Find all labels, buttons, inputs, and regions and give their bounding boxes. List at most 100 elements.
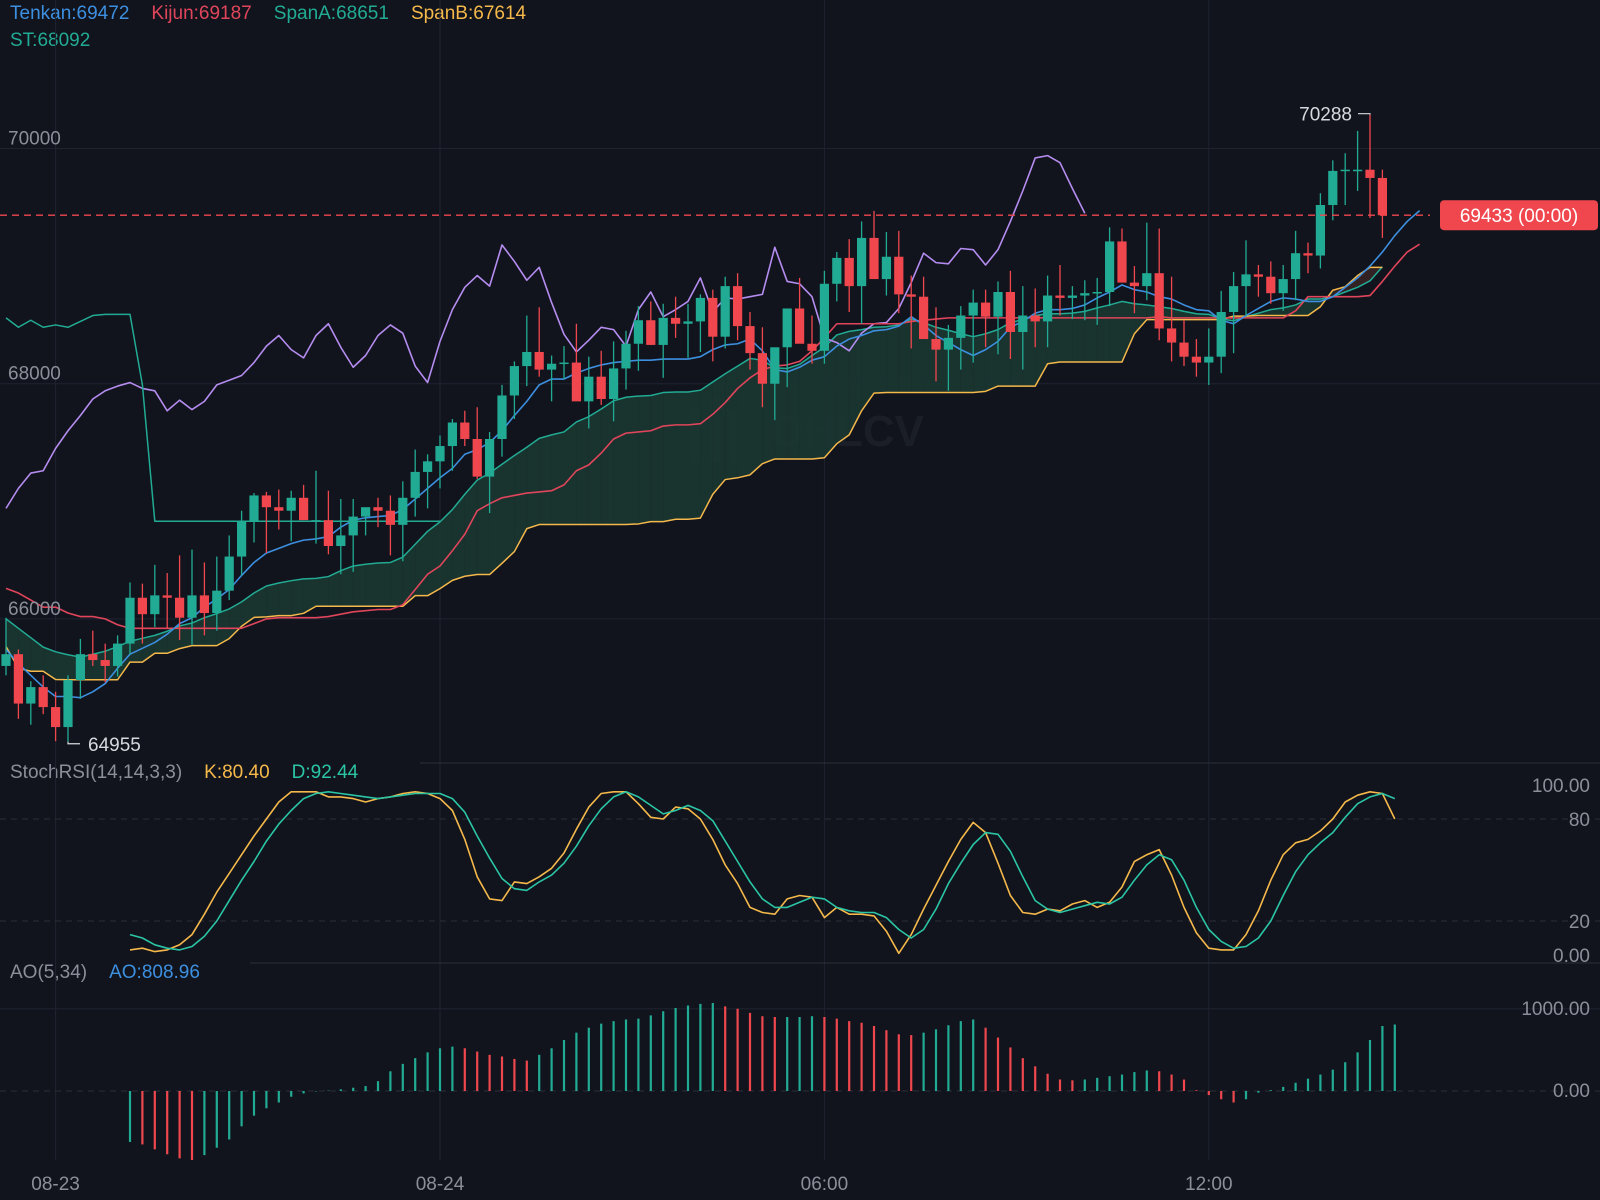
cloud-segment — [725, 366, 738, 480]
candle-body — [26, 687, 36, 704]
candle-body — [832, 257, 842, 284]
candle-body — [609, 368, 619, 400]
candle-body — [534, 351, 544, 370]
cloud-segment — [874, 326, 887, 394]
cloud-segment — [440, 509, 453, 589]
candle-body — [993, 292, 1003, 317]
cloud-segment — [477, 473, 490, 575]
candle-body — [1154, 273, 1164, 329]
candle-body — [435, 446, 445, 462]
candle-body — [1, 654, 11, 666]
cloud-segment — [675, 391, 688, 520]
cloud-segment — [1295, 299, 1308, 316]
candle-body — [150, 595, 160, 615]
axis-labels: 70000 68000 66000 08-23 08-24 06:00 12:00 100.0… — [8, 129, 1590, 1195]
stoch-k-value: K:80.40 — [204, 762, 270, 783]
cloud-segment — [365, 563, 378, 607]
candle-body — [261, 495, 271, 508]
cloud-segment — [1308, 299, 1321, 316]
cloud-segment — [973, 333, 986, 393]
candle-body — [100, 660, 110, 666]
candle-body — [943, 337, 953, 350]
cloud-segment — [663, 391, 676, 522]
candlestick-series — [1, 114, 1387, 742]
cloud-segment — [464, 480, 478, 577]
candle-body — [336, 535, 346, 546]
candle-body — [1253, 274, 1263, 277]
cloud-segment — [601, 400, 614, 525]
candle-body — [633, 320, 643, 344]
ao-value: AO:808.96 — [109, 962, 200, 983]
cloud-segment — [688, 390, 701, 520]
candle-body — [646, 320, 656, 345]
spanA-line — [5, 266, 1383, 658]
cloud-segment — [787, 364, 800, 459]
ao-title: AO(5,34) — [10, 962, 88, 983]
cloud-segment — [340, 565, 354, 607]
cloud-segment — [712, 373, 726, 495]
candle-body — [1315, 204, 1325, 256]
candle-body — [881, 256, 891, 280]
cloud-segment — [960, 333, 974, 393]
cloud-segment — [564, 421, 577, 525]
stoch-tick-label: 0.00 — [1553, 946, 1590, 967]
cloud-segment — [849, 329, 862, 435]
cloud-segment — [750, 358, 763, 475]
candle-body — [1129, 282, 1139, 287]
cloud-segment — [898, 319, 912, 393]
candle-body — [1117, 241, 1127, 283]
cloud-segment — [241, 593, 254, 627]
candle-body — [348, 516, 358, 536]
cloud-segment — [266, 583, 279, 617]
cloud-segment — [1122, 301, 1135, 362]
cloud-segment — [886, 324, 899, 393]
candle-body — [1266, 276, 1276, 294]
candle-body — [311, 520, 321, 522]
price-markers: 69433 (00:00) 70288 64955 — [0, 105, 1598, 756]
candle-body — [1328, 170, 1338, 205]
candle-body — [237, 521, 247, 557]
candle-body — [770, 347, 780, 384]
candle-body — [956, 315, 966, 338]
price-tick-label: 68000 — [8, 364, 61, 385]
cloud-segment — [626, 396, 639, 525]
candle-body — [795, 308, 805, 344]
st-legend: ST:68092 — [10, 30, 112, 52]
cloud-segment — [254, 585, 267, 618]
cloud-segment — [353, 564, 366, 607]
candle-body — [1067, 295, 1077, 298]
candle-body — [447, 422, 457, 447]
legend-st: ST:68092 — [10, 30, 91, 51]
cloud-segment — [774, 367, 788, 459]
cloud-segment — [328, 570, 341, 607]
stoch-d-value: D:92.44 — [291, 762, 359, 783]
candle-body — [410, 471, 420, 498]
cloud-segment — [415, 531, 428, 596]
last-price-tag — [1440, 200, 1598, 231]
legend-spanA: SpanA:68651 — [273, 3, 389, 24]
candle-body — [249, 495, 259, 522]
candle-body — [63, 680, 73, 728]
candle-body — [1278, 279, 1288, 294]
price-tick-label: 70000 — [8, 129, 61, 150]
cloud-segment — [836, 331, 850, 444]
low-marker-line — [67, 741, 80, 745]
cloud-segment — [737, 358, 750, 478]
candle-body — [1043, 295, 1053, 322]
last-price-label: 69433 (00:00) — [1460, 206, 1578, 227]
candle-body — [299, 497, 309, 521]
candle-body — [398, 497, 408, 525]
supertrend-line — [5, 313, 440, 523]
ao-pane — [0, 1003, 1600, 1161]
cloud-segment — [551, 431, 564, 525]
candle-body — [1105, 241, 1115, 293]
cloud-segment — [402, 544, 416, 607]
candle-body — [1179, 342, 1189, 357]
candle-body — [485, 438, 495, 477]
candle-body — [906, 294, 916, 297]
candle-body — [1353, 169, 1363, 172]
stoch-d-line — [129, 790, 1396, 951]
candle-body — [981, 302, 991, 317]
cloud-segment — [192, 617, 205, 646]
